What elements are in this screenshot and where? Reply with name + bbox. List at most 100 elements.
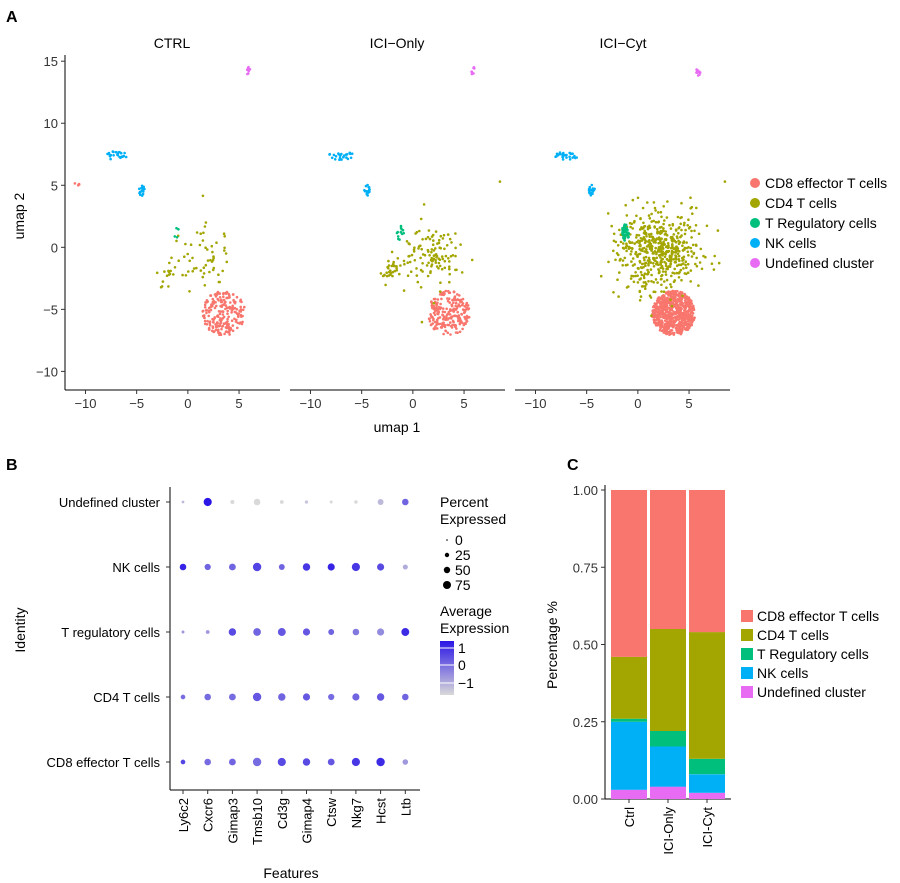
umap-point-undef <box>698 70 701 73</box>
umap-point-treg <box>622 236 625 240</box>
umap-point-nk <box>568 158 572 161</box>
umap-point-cd8 <box>208 310 211 314</box>
umap-point-cd8 <box>455 315 459 318</box>
umap-point-cd8 <box>222 298 226 302</box>
dotplot-feature-label: Ly6c2 <box>176 798 191 832</box>
umap-point-cd8 <box>221 310 225 314</box>
umap-point-cd8 <box>660 329 664 333</box>
umap-point-cd4 <box>389 269 392 273</box>
umap-point-cd4 <box>622 242 625 245</box>
umap-point-cd8 <box>673 321 676 324</box>
umap-point-cd8 <box>220 327 223 331</box>
umap-point-cd8 <box>223 301 226 305</box>
umap-point-cd4 <box>454 232 457 235</box>
umap-point-cd4 <box>668 257 672 261</box>
umap-point-cd4 <box>694 224 698 227</box>
umap-point-cd4 <box>694 243 698 247</box>
umap-point-cd4 <box>671 244 674 248</box>
umap-point-cd8 <box>226 312 229 316</box>
bar-legend-swatch-treg <box>741 648 753 660</box>
umap-point-cd4 <box>633 263 636 266</box>
umap-point-cd4 <box>634 250 638 254</box>
umap-point-cd8 <box>218 296 222 299</box>
umap-point-nk <box>334 155 338 158</box>
umap-point-nk <box>568 151 571 155</box>
umap-point-cd4 <box>661 250 664 253</box>
umap-point-cd4 <box>713 254 716 258</box>
umap-point-cd4 <box>451 254 455 257</box>
umap-point-cd8 <box>665 332 669 336</box>
umap-point-cd4 <box>421 253 425 256</box>
color-legend-bar <box>440 641 454 695</box>
umap-point-cd4 <box>699 247 703 251</box>
umap-point-cd4 <box>199 269 203 272</box>
umap-point-cd8 <box>233 310 237 314</box>
umap-point-cd4 <box>677 254 681 258</box>
umap-point-cd8 <box>665 310 668 314</box>
dotplot-dot <box>228 758 236 766</box>
umap-point-cd8 <box>684 323 687 327</box>
umap-point-cd8 <box>212 300 216 303</box>
bar-legend-label-cd8: CD8 effector T cells <box>757 608 879 624</box>
dotplot-dot <box>253 628 261 636</box>
umap-point-cd4 <box>675 248 678 252</box>
umap-point-cd8 <box>442 291 446 294</box>
bar-y-tick-label: 0.75 <box>573 560 598 575</box>
umap-point-cd8 <box>659 302 662 305</box>
dotplot-dot <box>279 500 284 504</box>
bar-legend-label-treg: T Regulatory cells <box>757 646 869 662</box>
umap-point-cd8 <box>218 331 222 335</box>
umap-point-nk <box>108 153 111 157</box>
umap-point-cd4 <box>690 255 694 258</box>
umap-point-cd8 <box>463 305 467 308</box>
umap-point-cd4 <box>690 250 693 253</box>
umap-point-cd4 <box>685 266 688 270</box>
dotplot-dot <box>302 563 311 571</box>
umap-point-cd4 <box>432 254 436 257</box>
umap-point-cd4 <box>631 257 635 260</box>
size-legend-title-1: Percent <box>440 494 488 510</box>
umap-point-cd8 <box>464 309 467 313</box>
umap-point-cd8 <box>240 322 244 326</box>
umap-point-cd4 <box>664 264 668 268</box>
umap-point-cd4 <box>642 246 646 250</box>
umap-point-cd4 <box>606 212 610 215</box>
umap-point-cd4 <box>445 244 449 247</box>
size-legend-dot-0 <box>446 539 448 541</box>
umap-point-cd8 <box>442 332 445 336</box>
umap-point-cd4 <box>398 272 401 276</box>
umap-point-cd8 <box>672 310 675 313</box>
umap-point-cd8 <box>668 300 672 304</box>
umap-point-cd4 <box>448 272 452 276</box>
umap-point-cd4 <box>443 266 447 270</box>
umap-point-cd4 <box>425 264 429 267</box>
umap-point-cd4 <box>184 242 187 246</box>
umap-point-cd4 <box>660 252 664 255</box>
umap-point-cd4 <box>412 250 416 253</box>
size-legend-dot-25 <box>444 552 450 558</box>
umap-point-nk <box>571 156 574 159</box>
umap-point-cd8 <box>216 329 220 333</box>
dotplot-dot <box>252 692 262 702</box>
umap-point-cd8 <box>659 315 662 319</box>
umap-point-cd8 <box>432 327 436 330</box>
color-legend-label-1: 1 <box>458 640 466 656</box>
umap-point-cd8 <box>228 296 231 299</box>
legend-dot-treg <box>750 218 760 228</box>
umap-point-cd4 <box>417 247 420 250</box>
dotplot-identity-label: CD8 effector T cells <box>47 755 161 770</box>
umap-point-cd8 <box>432 311 436 315</box>
umap-point-cd4 <box>662 227 665 230</box>
umap-point-cd8 <box>214 323 217 326</box>
umap-point-cd8 <box>451 323 454 327</box>
umap-point-cd4 <box>664 238 668 242</box>
umap-point-cd4 <box>448 265 451 269</box>
umap-point-cd8 <box>441 313 444 317</box>
umap-facet-1: −10 −5 0 5 <box>290 66 505 411</box>
umap-point-cd4 <box>669 298 672 302</box>
umap-point-cd8 <box>236 326 239 330</box>
umap-point-cd4 <box>655 262 658 266</box>
umap-point-cd4 <box>630 250 633 253</box>
umap-point-cd8 <box>679 303 682 307</box>
umap-point-cd8 <box>455 307 459 310</box>
